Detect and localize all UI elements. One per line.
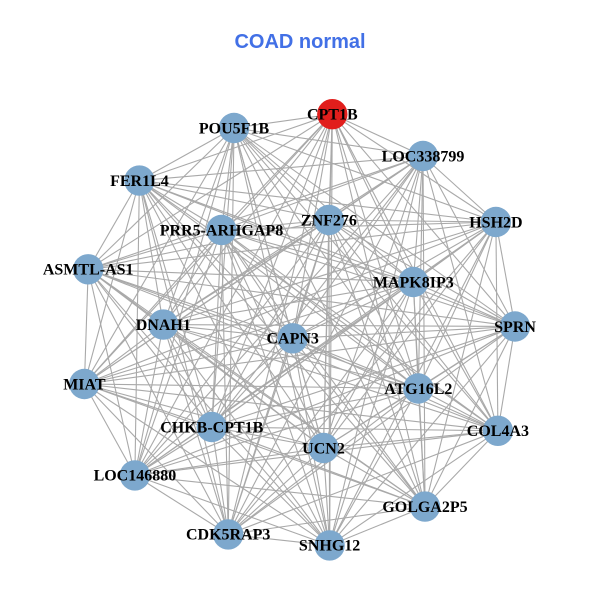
svg-text:CPT1B: CPT1B bbox=[307, 107, 358, 124]
svg-text:MAPK8IP3: MAPK8IP3 bbox=[373, 274, 454, 291]
svg-text:HSH2D: HSH2D bbox=[469, 214, 522, 231]
svg-text:FER1L4: FER1L4 bbox=[110, 173, 169, 190]
svg-text:ATG16L2: ATG16L2 bbox=[384, 381, 452, 398]
svg-text:CAPN3: CAPN3 bbox=[266, 331, 318, 348]
svg-text:COL4A3: COL4A3 bbox=[467, 423, 529, 440]
svg-text:SPRN: SPRN bbox=[494, 319, 536, 336]
svg-text:UCN2: UCN2 bbox=[302, 440, 345, 457]
svg-text:PRR5-ARHGAP8: PRR5-ARHGAP8 bbox=[160, 222, 284, 239]
svg-text:ZNF276: ZNF276 bbox=[301, 212, 357, 229]
svg-text:POU5F1B: POU5F1B bbox=[199, 120, 270, 137]
svg-text:CHKB-CPT1B: CHKB-CPT1B bbox=[160, 419, 263, 436]
svg-text:MIAT: MIAT bbox=[63, 376, 106, 393]
svg-text:SNHG12: SNHG12 bbox=[299, 538, 360, 555]
svg-text:CDK5RAP3: CDK5RAP3 bbox=[186, 527, 270, 544]
svg-text:LOC146880: LOC146880 bbox=[94, 468, 177, 485]
svg-text:LOC338799: LOC338799 bbox=[382, 148, 465, 165]
svg-text:DNAH1: DNAH1 bbox=[136, 317, 191, 334]
svg-text:ASMTL-AS1: ASMTL-AS1 bbox=[43, 262, 134, 279]
svg-text:COAD normal: COAD normal bbox=[234, 31, 365, 53]
svg-text:GOLGA2P5: GOLGA2P5 bbox=[382, 499, 467, 516]
